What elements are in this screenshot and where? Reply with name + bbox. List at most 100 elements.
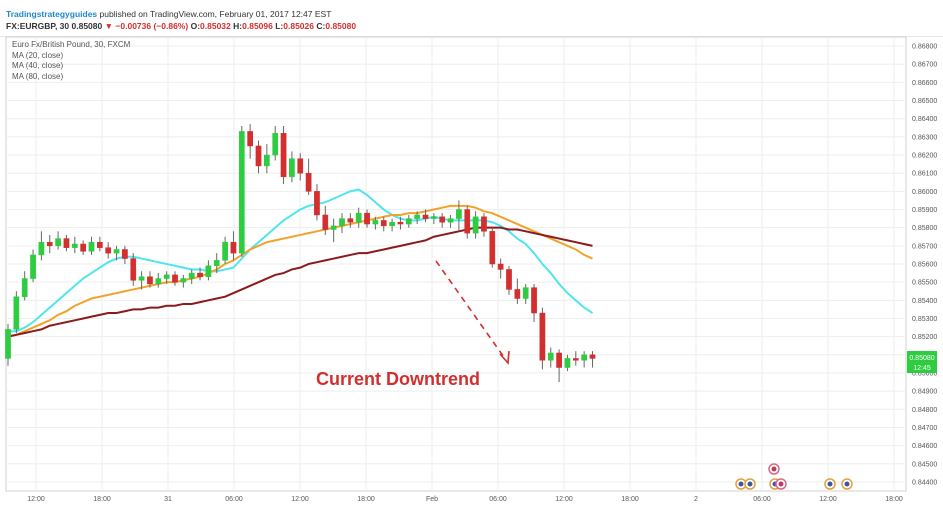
x-tick-label: 18:00 bbox=[885, 496, 903, 503]
y-tick-label: 0.86800 bbox=[912, 44, 937, 51]
flag-icon bbox=[827, 481, 833, 487]
x-tick-label: 18:00 bbox=[93, 496, 111, 503]
candle-down bbox=[489, 231, 496, 265]
candle-down bbox=[230, 241, 237, 254]
candle-up bbox=[405, 218, 412, 225]
candle-up bbox=[188, 272, 195, 279]
ma20-line bbox=[8, 188, 594, 333]
author-link[interactable]: Tradingstrategyguides bbox=[6, 9, 98, 19]
candle-down bbox=[322, 214, 329, 230]
last-price: 0.85080 bbox=[71, 21, 103, 31]
candle-down bbox=[197, 272, 203, 277]
candle-down bbox=[80, 243, 87, 252]
x-tick-label: 18:00 bbox=[357, 496, 375, 503]
time-axis[interactable]: 12:00 18:00 31 06:00 12:00 18:00 Feb 06:00 12:00… bbox=[27, 496, 903, 503]
x-tick-label: 12:00 bbox=[819, 496, 837, 503]
candle-down bbox=[105, 247, 112, 254]
y-tick-label: 0.84500 bbox=[912, 461, 937, 468]
candle-down bbox=[255, 145, 262, 167]
y-tick-label: 0.86400 bbox=[912, 116, 937, 123]
candle-up bbox=[55, 238, 61, 247]
y-tick-label: 0.85900 bbox=[912, 207, 937, 214]
price-tag-time: 12:45 bbox=[913, 365, 931, 372]
y-tick-label: 0.86100 bbox=[912, 171, 937, 178]
y-tick-label: 0.86300 bbox=[912, 134, 937, 141]
candle-up bbox=[71, 243, 78, 248]
candle-up bbox=[547, 352, 554, 361]
downtrend-arrow-line bbox=[435, 260, 507, 361]
chart-legend: Euro Fx/British Pound, 30, FXCM MA (20, … bbox=[12, 40, 130, 82]
flag-icon bbox=[844, 481, 850, 487]
candle-up bbox=[581, 354, 587, 361]
candle-down bbox=[347, 218, 354, 223]
candle-down bbox=[297, 158, 304, 174]
candle-up bbox=[113, 249, 120, 254]
low-label: L: bbox=[275, 21, 284, 31]
candle-down bbox=[572, 358, 579, 361]
candle-up bbox=[431, 216, 437, 219]
y-tick-label: 0.85000 bbox=[912, 370, 937, 377]
candle-up bbox=[38, 241, 45, 256]
y-tick-label: 0.84400 bbox=[912, 479, 937, 486]
legend-title: Euro Fx/British Pound, 30, FXCM bbox=[12, 40, 131, 49]
candle-down bbox=[172, 274, 178, 283]
y-tick-label: 0.86500 bbox=[912, 98, 937, 105]
y-tick-label: 0.84700 bbox=[912, 425, 937, 432]
candle-up bbox=[389, 221, 395, 227]
flag-icon bbox=[771, 466, 777, 472]
candle-up bbox=[205, 265, 212, 277]
candle-down bbox=[422, 214, 429, 219]
legend-ma20[interactable]: MA (20, close) bbox=[12, 50, 64, 60]
candle-up bbox=[564, 358, 571, 368]
candle-down bbox=[122, 249, 128, 259]
candle-down bbox=[97, 241, 103, 248]
flag-icon bbox=[778, 481, 784, 487]
x-tick-label: 12:00 bbox=[291, 496, 309, 503]
candle-up bbox=[163, 274, 170, 279]
candle-down bbox=[506, 269, 512, 290]
x-tick-label: Feb bbox=[426, 496, 438, 503]
y-tick-label: 0.85200 bbox=[912, 334, 937, 341]
close-value: 0.85080 bbox=[325, 21, 357, 31]
candle-down bbox=[439, 216, 446, 223]
candle-down bbox=[589, 354, 596, 359]
legend-ma80[interactable]: MA (80, close) bbox=[12, 71, 64, 81]
legend-ma40[interactable]: MA (40, close) bbox=[12, 61, 64, 70]
y-tick-label: 0.85500 bbox=[912, 280, 937, 287]
candle-down bbox=[531, 287, 537, 314]
candle-down bbox=[314, 191, 320, 216]
candle-up bbox=[13, 296, 20, 330]
candle-up bbox=[138, 276, 145, 281]
x-tick-label: 12:00 bbox=[27, 496, 45, 503]
high-value: 0.85096 bbox=[242, 21, 273, 31]
x-tick-label: 31 bbox=[164, 496, 172, 503]
candle-down bbox=[63, 238, 70, 248]
y-tick-label: 0.85800 bbox=[912, 225, 937, 232]
grid-lines bbox=[6, 37, 906, 491]
y-tick-label: 0.85400 bbox=[912, 298, 937, 305]
candle-down bbox=[539, 312, 546, 361]
ohlc-readout: FX:EURGBP, 30 0.85080 ▼ −0.00736 (−0.86%… bbox=[6, 21, 356, 31]
flag-icon bbox=[738, 481, 744, 487]
x-tick-label: 06:00 bbox=[489, 496, 507, 503]
candle-up bbox=[155, 278, 162, 285]
publish-text: published on TradingView.com, February 0… bbox=[99, 9, 332, 19]
candle-down bbox=[130, 258, 137, 281]
open-value: 0.85032 bbox=[200, 21, 231, 31]
candle-up bbox=[222, 241, 228, 261]
x-tick-label: 2 bbox=[694, 496, 698, 503]
candle-up bbox=[5, 329, 11, 359]
candle-down bbox=[397, 221, 404, 225]
price-tag-value: 0.85080 bbox=[909, 355, 934, 362]
y-tick-label: 0.84900 bbox=[912, 389, 937, 396]
candle-down bbox=[514, 289, 521, 299]
open-label: O: bbox=[190, 21, 201, 31]
event-markers[interactable] bbox=[735, 463, 853, 490]
price-axis[interactable]: 0.86800 0.86700 0.86600 0.86500 0.86400 0.863… bbox=[912, 44, 937, 487]
change-value: −0.00736 (−0.86%) bbox=[115, 21, 189, 31]
candles bbox=[5, 124, 596, 383]
candle-up bbox=[522, 287, 529, 299]
candle-up bbox=[21, 278, 28, 297]
candle-down bbox=[305, 172, 312, 192]
